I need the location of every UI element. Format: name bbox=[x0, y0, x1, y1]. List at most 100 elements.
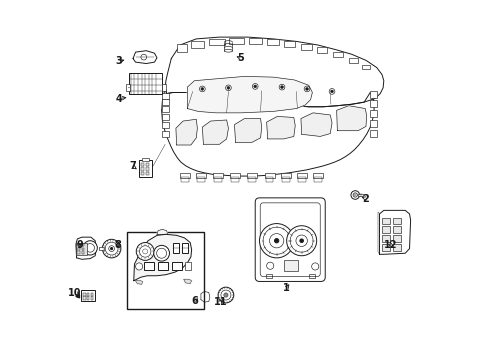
Bar bbox=[248, 38, 262, 44]
Bar bbox=[77, 248, 80, 250]
Bar bbox=[283, 41, 295, 47]
Bar bbox=[248, 177, 256, 182]
Bar bbox=[162, 122, 169, 128]
Circle shape bbox=[259, 224, 293, 258]
Text: 1: 1 bbox=[283, 283, 289, 293]
Polygon shape bbox=[234, 118, 261, 143]
Bar bbox=[176, 44, 187, 52]
Bar bbox=[382, 244, 389, 251]
Bar bbox=[82, 293, 85, 296]
Bar bbox=[313, 177, 322, 182]
Bar bbox=[247, 173, 257, 178]
Circle shape bbox=[226, 86, 229, 89]
Polygon shape bbox=[135, 281, 142, 284]
Polygon shape bbox=[76, 237, 96, 259]
Bar bbox=[392, 217, 400, 224]
Bar bbox=[332, 53, 343, 58]
Bar bbox=[86, 296, 89, 300]
Bar bbox=[77, 244, 80, 247]
Bar bbox=[369, 120, 377, 127]
Bar bbox=[282, 177, 289, 182]
Bar bbox=[129, 73, 162, 94]
Circle shape bbox=[253, 85, 256, 88]
Bar bbox=[141, 163, 144, 166]
Polygon shape bbox=[162, 88, 373, 176]
Bar bbox=[308, 274, 315, 278]
Bar bbox=[185, 262, 190, 270]
Bar bbox=[297, 173, 307, 178]
Bar bbox=[141, 167, 144, 171]
Bar bbox=[127, 232, 203, 309]
Bar bbox=[392, 226, 400, 233]
Text: 2: 2 bbox=[362, 194, 368, 203]
Bar bbox=[77, 251, 80, 253]
Circle shape bbox=[286, 226, 316, 256]
Polygon shape bbox=[183, 279, 191, 284]
Bar bbox=[180, 173, 190, 178]
Circle shape bbox=[201, 87, 203, 90]
Bar bbox=[382, 217, 389, 224]
Bar bbox=[266, 39, 279, 45]
Circle shape bbox=[218, 287, 233, 303]
Bar bbox=[182, 243, 188, 253]
Polygon shape bbox=[187, 76, 312, 113]
Bar bbox=[82, 296, 85, 300]
Circle shape bbox=[136, 243, 154, 260]
Text: 11: 11 bbox=[213, 297, 226, 307]
Bar bbox=[369, 130, 377, 137]
Bar bbox=[382, 226, 389, 233]
Bar bbox=[312, 173, 323, 178]
Polygon shape bbox=[76, 295, 80, 298]
Circle shape bbox=[280, 86, 283, 89]
Circle shape bbox=[305, 87, 308, 90]
Bar bbox=[141, 172, 144, 175]
Text: 4: 4 bbox=[115, 94, 122, 104]
Polygon shape bbox=[176, 119, 197, 145]
Text: 9: 9 bbox=[76, 240, 82, 250]
Bar bbox=[173, 243, 179, 253]
Bar bbox=[357, 194, 363, 197]
FancyBboxPatch shape bbox=[255, 198, 325, 282]
Text: 8: 8 bbox=[114, 240, 121, 250]
Bar bbox=[265, 274, 272, 278]
Bar bbox=[162, 114, 169, 120]
Bar bbox=[265, 177, 273, 182]
Text: 12: 12 bbox=[384, 240, 397, 250]
Circle shape bbox=[110, 248, 112, 249]
Bar bbox=[144, 262, 154, 270]
Bar bbox=[162, 107, 169, 112]
Bar bbox=[213, 173, 223, 178]
Polygon shape bbox=[379, 210, 410, 254]
Bar bbox=[162, 93, 169, 99]
Bar bbox=[76, 243, 86, 255]
Bar bbox=[392, 235, 400, 242]
Bar bbox=[197, 177, 205, 182]
Circle shape bbox=[224, 293, 227, 297]
Bar bbox=[145, 167, 149, 171]
Bar bbox=[145, 163, 149, 166]
Bar bbox=[162, 84, 165, 91]
Bar bbox=[369, 91, 377, 98]
Bar bbox=[231, 177, 239, 182]
Bar bbox=[99, 247, 104, 250]
Polygon shape bbox=[202, 120, 228, 144]
Text: 10: 10 bbox=[68, 288, 81, 297]
Circle shape bbox=[274, 239, 278, 243]
Bar bbox=[229, 38, 244, 44]
Bar bbox=[125, 84, 130, 91]
Polygon shape bbox=[201, 292, 209, 302]
Bar bbox=[81, 251, 84, 253]
Circle shape bbox=[102, 239, 121, 258]
Bar bbox=[369, 110, 377, 117]
Circle shape bbox=[135, 263, 142, 270]
Bar bbox=[158, 262, 168, 270]
Bar bbox=[86, 293, 89, 296]
Bar bbox=[90, 293, 93, 296]
Polygon shape bbox=[266, 116, 295, 139]
Text: 5: 5 bbox=[236, 53, 243, 63]
Bar bbox=[300, 44, 311, 50]
Bar bbox=[281, 173, 290, 178]
Bar bbox=[81, 290, 95, 301]
Bar bbox=[382, 235, 389, 242]
Bar bbox=[162, 131, 169, 137]
